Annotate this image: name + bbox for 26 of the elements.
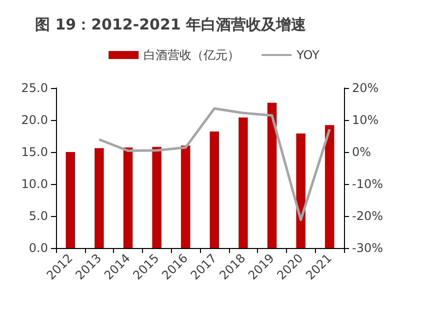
y-tick-label: 10.0 xyxy=(21,177,48,191)
y2-tick-label: 10% xyxy=(352,113,379,127)
y-tick-label: 25.0 xyxy=(21,81,48,95)
bar xyxy=(66,152,76,248)
y-tick-label: 5.0 xyxy=(28,209,48,223)
legend-label: YOY xyxy=(296,48,320,62)
y2-tick-label: 20% xyxy=(352,81,379,95)
y2-tick-label: -10% xyxy=(352,177,384,191)
bar xyxy=(152,146,162,248)
bar xyxy=(94,148,104,248)
y-tick-label: 20.0 xyxy=(21,113,48,127)
y2-tick-label: 0% xyxy=(352,145,372,159)
line-series xyxy=(98,107,331,222)
bar xyxy=(324,125,334,248)
bar xyxy=(180,146,190,248)
y-tick-label: 0.0 xyxy=(28,241,48,255)
y2-tick-label: -30% xyxy=(352,241,384,255)
legend-label: 白酒营收（亿元） xyxy=(144,48,240,62)
bar xyxy=(210,132,220,248)
bar xyxy=(238,117,248,248)
y2-tick-label: -20% xyxy=(352,209,384,223)
bar xyxy=(296,133,306,248)
bar xyxy=(123,148,133,248)
chart-title: 图 19：2012-2021 年白酒营收及增速 xyxy=(35,16,308,34)
y-tick-label: 15.0 xyxy=(21,145,48,159)
bar xyxy=(267,102,277,248)
